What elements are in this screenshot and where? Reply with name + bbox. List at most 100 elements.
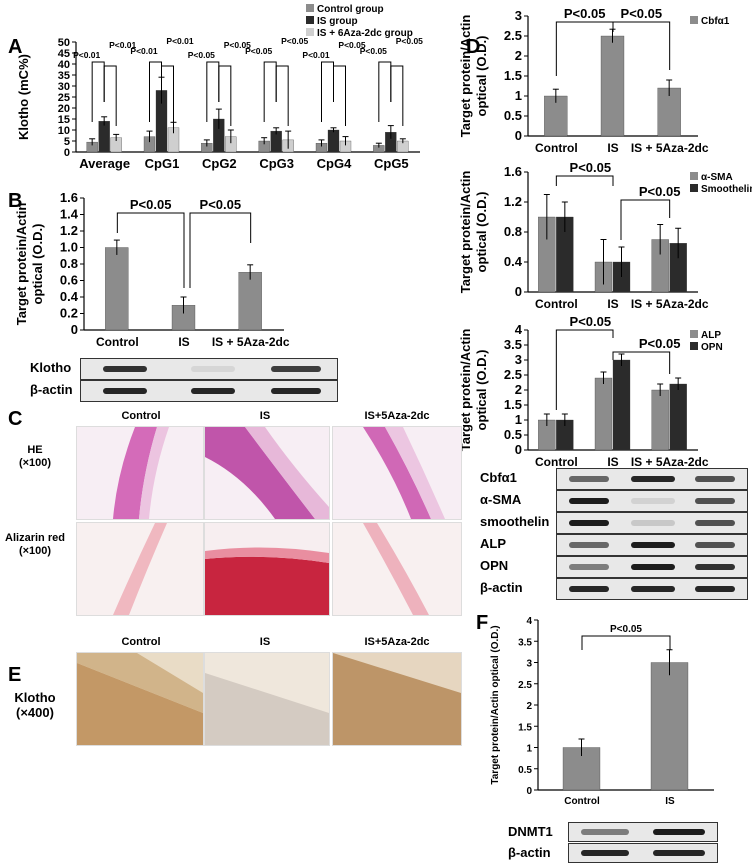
significance-bracket xyxy=(218,65,232,126)
legend-swatch xyxy=(306,28,314,36)
y-tick-label: 0 xyxy=(515,442,522,457)
significance-bracket xyxy=(378,61,392,122)
stain-name: Klotho xyxy=(14,690,56,705)
blot-strip xyxy=(556,556,748,578)
histology-image-klotho-is xyxy=(204,652,330,746)
band xyxy=(569,564,609,570)
band xyxy=(103,388,147,394)
panel-label-b: B xyxy=(8,190,23,212)
y-tick-label: 0.6 xyxy=(60,273,78,288)
magnification: (×100) xyxy=(18,457,52,469)
significance-bracket xyxy=(612,351,671,374)
stain-name: HE xyxy=(27,444,43,456)
y-tick-label: 0 xyxy=(515,128,522,143)
band xyxy=(569,586,609,592)
bar xyxy=(651,389,669,451)
significance-bracket xyxy=(103,65,117,126)
x-tick-label: CpG5 xyxy=(374,156,409,171)
chart-d-alp-opn: 00.511.522.533.54 Target protein/Actin opt… xyxy=(458,314,723,469)
legend-swatch xyxy=(690,172,698,180)
legend-label: α-SMA xyxy=(701,172,733,183)
y-axis-title: Target protein/Actin xyxy=(458,329,473,452)
chart-d-sma-smoothelin: 0 0.4 0.8 1.2 1.6 Target protein/Actin optical… xyxy=(458,160,752,311)
significance-bracket xyxy=(321,61,334,122)
x-tick-label: CpG3 xyxy=(259,156,294,171)
bar xyxy=(594,377,613,451)
legend-label: ALP xyxy=(701,330,721,341)
significance-label: P<0.05 xyxy=(188,50,215,60)
blot-label: Klotho xyxy=(30,360,72,375)
chart-b-klotho: 00.2 0.40.6 0.81.0 1.21.4 1.6 Target protein/… xyxy=(14,190,290,349)
legend-label: IS group xyxy=(317,16,358,27)
significance-label: P<0.05 xyxy=(639,336,681,351)
band xyxy=(191,366,235,372)
y-axis-title: optical (O.D.) xyxy=(474,350,489,431)
significance-bracket xyxy=(333,65,346,126)
y-tick-label: 0.5 xyxy=(504,108,522,123)
y-tick-label: 0.5 xyxy=(504,427,522,442)
significance-label: P<0.01 xyxy=(302,50,329,60)
y-tick-label: 2.5 xyxy=(518,680,532,691)
y-tick-label: 0.5 xyxy=(518,765,532,776)
band xyxy=(569,476,609,482)
band xyxy=(653,829,705,835)
y-tick-label: 0 xyxy=(71,322,78,337)
y-tick-label: 1.2 xyxy=(60,223,78,238)
panel-label-a: A xyxy=(8,36,23,58)
significance-label: P<0.05 xyxy=(245,46,272,56)
histology-row-label: HE (×100) xyxy=(0,444,70,470)
significance-label: P<0.05 xyxy=(396,36,423,46)
y-tick-label: 1 xyxy=(515,412,522,427)
legend-label: OPN xyxy=(701,342,723,353)
significance-bracket xyxy=(116,212,185,288)
band xyxy=(271,388,321,394)
x-tick-label: Control xyxy=(96,335,139,349)
band xyxy=(631,564,675,570)
significance-bracket xyxy=(555,329,614,410)
y-tick-label: 1.6 xyxy=(504,164,522,179)
magnification: (×100) xyxy=(18,545,52,557)
y-tick-label: 3.5 xyxy=(504,337,522,352)
y-tick-label: 1.4 xyxy=(60,207,79,222)
bar xyxy=(669,383,687,451)
histology-image-alizarin-is xyxy=(204,522,330,616)
y-tick-label: 2 xyxy=(526,701,532,712)
y-tick-label: 3 xyxy=(515,352,522,367)
significance-label: P<0.05 xyxy=(224,40,251,50)
significance-label: P<0.01 xyxy=(73,50,100,60)
y-tick-label: 0 xyxy=(526,786,532,797)
bar xyxy=(650,662,689,791)
y-tick-label: 15 xyxy=(58,114,70,126)
legend-label: Control group xyxy=(317,4,384,15)
x-tick-label: CpG4 xyxy=(317,156,352,171)
y-tick-label: 1 xyxy=(515,88,522,103)
band xyxy=(695,520,735,526)
blot-strip xyxy=(556,490,748,512)
y-tick-label: 0 xyxy=(515,284,522,299)
significance-bracket xyxy=(620,199,671,240)
blot-label: ALP xyxy=(480,536,506,551)
y-tick-label: 1.5 xyxy=(504,397,522,412)
y-tick-label: 2 xyxy=(515,382,522,397)
blot-strip xyxy=(80,358,338,380)
significance-label: P<0.05 xyxy=(281,36,308,46)
blot-strip xyxy=(80,380,338,402)
blot-strip xyxy=(556,534,748,556)
histology-row-label: Klotho (×400) xyxy=(0,690,70,720)
legend-swatch xyxy=(690,342,698,350)
y-axis-title: Target protein/Actin xyxy=(458,15,473,138)
legend-swatch xyxy=(690,16,698,24)
significance-label: P<0.01 xyxy=(130,46,157,56)
bar xyxy=(98,121,110,153)
y-tick-label: 4 xyxy=(526,616,532,627)
histology-image-klotho-aza xyxy=(332,652,462,746)
blot-label: OPN xyxy=(480,558,509,573)
band xyxy=(569,542,609,548)
y-axis-title: optical (O.D.) xyxy=(474,36,489,117)
y-tick-label: 4 xyxy=(515,322,523,337)
y-tick-label: 35 xyxy=(58,70,70,82)
significance-label: P<0.01 xyxy=(109,40,136,50)
x-tick-label: CpG2 xyxy=(202,156,237,171)
blot-label: DNMT1 xyxy=(508,824,553,839)
legend-swatch xyxy=(690,330,698,338)
